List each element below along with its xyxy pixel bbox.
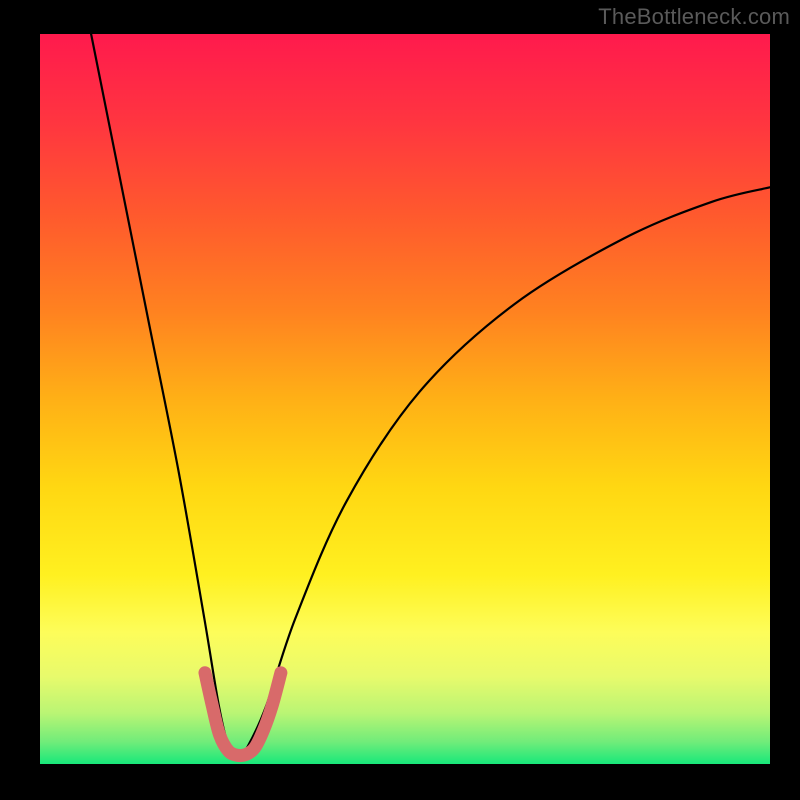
chart-canvas: TheBottleneck.com xyxy=(0,0,800,800)
bottleneck-chart xyxy=(0,0,800,800)
gradient-plot-area xyxy=(40,34,770,764)
watermark-text: TheBottleneck.com xyxy=(598,4,790,30)
